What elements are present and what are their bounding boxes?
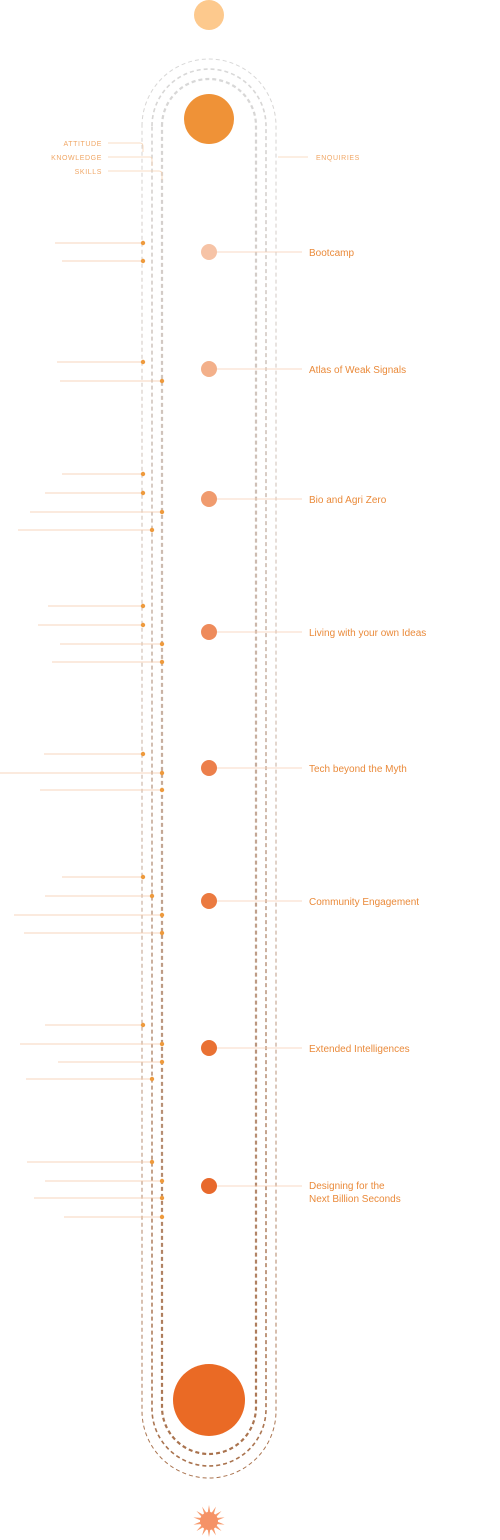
module-item[interactable]: Bootcamp [201,244,354,260]
module-item[interactable]: Designing for the Next Billion Seconds [201,1178,401,1205]
track-ring-3 [160,77,258,1456]
module-node[interactable] [201,1178,217,1194]
enquiries-label: ENQUIRIES [316,155,360,162]
module-label[interactable]: Designing for the [309,1181,385,1192]
competency-dot [140,258,146,264]
competency-dot [159,1041,165,1047]
module-node[interactable] [201,361,217,377]
module-node[interactable] [201,491,217,507]
track-ring-2 [151,68,267,1467]
legend-attitude: ATTITUDE [63,141,102,148]
competency-dot [140,240,146,246]
competency-dot [159,509,165,515]
top-node [184,94,234,144]
competency-dot [149,1076,155,1082]
legend-attitude-connector [108,142,144,152]
competency-dot [140,1022,146,1028]
module-item[interactable]: Atlas of Weak Signals [201,361,406,377]
module-label-line2[interactable]: Next Billion Seconds [309,1194,401,1205]
module-label[interactable]: Atlas of Weak Signals [309,365,406,376]
module-node[interactable] [201,760,217,776]
module-item[interactable]: Bio and Agri Zero [201,491,387,507]
end-star-icon [193,1505,225,1537]
bottom-node [173,1364,245,1436]
module-item[interactable]: Living with your own Ideas [201,624,426,640]
competency-dot [140,490,146,496]
module-label[interactable]: Bootcamp [309,248,354,259]
competency-dot [159,912,165,918]
dashed-tracks [141,58,277,1479]
competency-dot [159,659,165,665]
track-ring-1 [141,58,277,1479]
competency-dot [159,930,165,936]
module-item[interactable]: Tech beyond the Myth [201,760,407,776]
competency-dot [140,471,146,477]
star-core [200,1512,218,1530]
competency-lines [0,240,165,1220]
competency-dot [159,1059,165,1065]
module-label[interactable]: Tech beyond the Myth [309,764,407,775]
module-label[interactable]: Living with your own Ideas [309,628,426,639]
module-label[interactable]: Bio and Agri Zero [309,495,387,506]
competency-dot [159,1214,165,1220]
competency-dot [149,893,155,899]
module-label[interactable]: Extended Intelligences [309,1044,410,1055]
competency-dot [159,1178,165,1184]
module-node[interactable] [201,244,217,260]
legend-knowledge: KNOWLEDGE [51,155,102,162]
start-circle [194,0,224,30]
legend-knowledge-connector [108,156,153,166]
competency-dot [159,770,165,776]
competency-dot [140,874,146,880]
competency-dot [149,527,155,533]
legend: ATTITUDE KNOWLEDGE SKILLS ENQUIRIES [51,141,360,180]
legend-skills-connector [108,170,163,180]
competency-dot [159,1195,165,1201]
module-node[interactable] [201,1040,217,1056]
modules-list: Bootcamp Atlas of Weak Signals Bio and Agr… [201,244,426,1205]
module-item[interactable]: Extended Intelligences [201,1040,410,1056]
competency-dot [159,787,165,793]
competency-dot [140,751,146,757]
competency-dot [149,1159,155,1165]
legend-skills: SKILLS [75,169,102,176]
competency-dot [140,622,146,628]
module-label[interactable]: Community Engagement [309,897,419,908]
competency-dot [140,603,146,609]
competency-dot [140,359,146,365]
module-item[interactable]: Community Engagement [201,893,419,909]
module-node[interactable] [201,893,217,909]
module-node[interactable] [201,624,217,640]
competency-dot [159,641,165,647]
competency-dot [159,378,165,384]
